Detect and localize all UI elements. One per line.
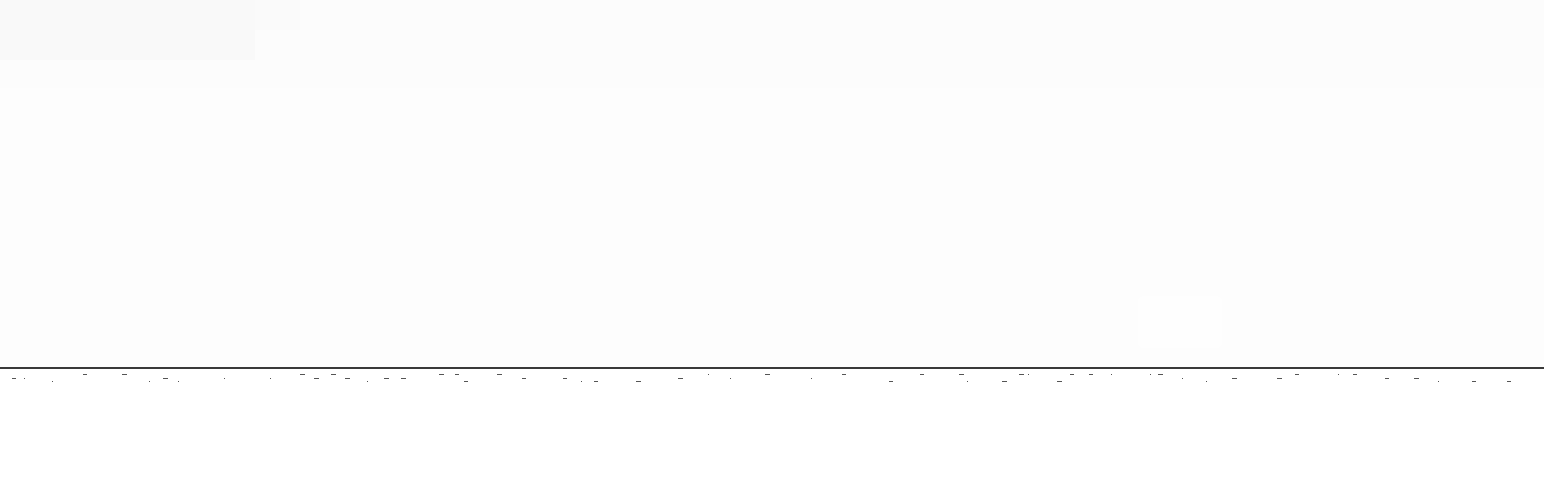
fragment-mark xyxy=(1111,374,1112,375)
fragment-mark xyxy=(1019,374,1024,375)
fragment-mark xyxy=(1414,378,1419,379)
fragment-mark xyxy=(636,381,641,382)
fragment-mark xyxy=(384,378,389,379)
fragment-mark xyxy=(581,381,582,382)
fragment-mark xyxy=(163,378,168,379)
header-band xyxy=(0,0,1544,88)
lower-blank-area xyxy=(0,391,1544,500)
fragment-mark xyxy=(122,374,127,375)
fragment-mark xyxy=(594,381,598,382)
fragment-mark xyxy=(563,378,567,379)
horizontal-rule xyxy=(0,367,1544,369)
fragment-mark xyxy=(1507,381,1511,382)
fragment-mark xyxy=(1150,374,1151,375)
fragment-mark xyxy=(464,381,468,382)
fragment-mark xyxy=(12,378,16,379)
fragment-mark xyxy=(765,374,770,375)
fragment-mark xyxy=(1070,374,1074,375)
fragment-mark xyxy=(1385,378,1389,379)
fragment-mark xyxy=(178,381,179,382)
fragment-mark xyxy=(1002,381,1007,382)
fragment-mark xyxy=(314,378,319,379)
fragment-mark xyxy=(345,378,350,379)
fragment-mark xyxy=(1277,378,1282,379)
fragment-mark xyxy=(149,381,150,382)
fragment-mark xyxy=(967,381,968,382)
fragment-mark xyxy=(83,374,87,375)
fragment-mark xyxy=(1182,378,1183,379)
fragment-mark xyxy=(1057,381,1062,382)
fragment-mark xyxy=(270,378,271,379)
fragment-mark xyxy=(300,374,305,375)
fragment-mark xyxy=(708,374,709,375)
fragment-mark xyxy=(439,374,444,375)
fragment-mark xyxy=(1028,374,1029,375)
fragment-mark xyxy=(920,374,924,375)
fragment-mark xyxy=(24,378,25,379)
fragment-mark xyxy=(1232,378,1237,379)
fragment-mark xyxy=(401,378,406,379)
fragment-mark xyxy=(811,378,812,379)
fragment-mark xyxy=(1338,374,1339,375)
fragment-mark xyxy=(1089,374,1093,375)
fragment-mark xyxy=(1295,374,1299,375)
ghost-action-button[interactable] xyxy=(1138,296,1222,348)
fragment-mark xyxy=(1472,381,1476,382)
fragment-mark xyxy=(1206,381,1207,382)
fragment-mark xyxy=(331,374,336,375)
fragment-mark xyxy=(455,374,459,375)
fragment-mark xyxy=(367,381,368,382)
fragment-mark xyxy=(842,374,846,375)
fragment-mark xyxy=(522,378,526,379)
header-divider-region xyxy=(255,0,300,30)
fragment-mark xyxy=(959,374,964,375)
fragment-mark xyxy=(1158,374,1163,375)
fragment-mark xyxy=(678,378,683,379)
glyph-fragment-strip xyxy=(0,369,1544,391)
fragment-mark xyxy=(224,378,225,379)
fragment-marks xyxy=(12,374,1511,382)
fragment-mark xyxy=(1353,374,1357,375)
fragment-mark xyxy=(52,381,53,382)
fragment-mark xyxy=(1438,381,1439,382)
header-tab-region xyxy=(0,0,255,60)
fragment-mark xyxy=(497,374,502,375)
fragment-mark xyxy=(730,378,731,379)
fragment-mark xyxy=(889,381,893,382)
main-content-area xyxy=(0,88,1544,368)
